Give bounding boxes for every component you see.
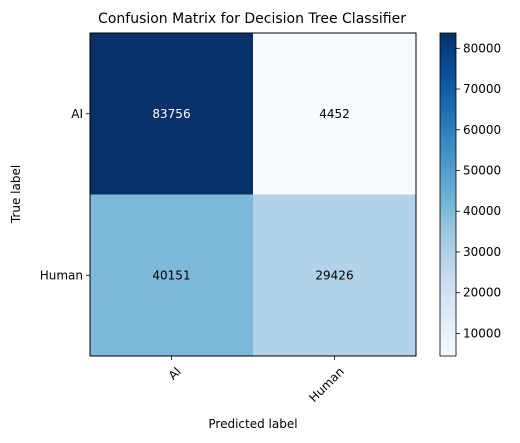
x-axis-ticks: AI Human xyxy=(166,356,347,405)
chart-title: Confusion Matrix for Decision Tree Class… xyxy=(98,11,406,27)
heatmap-cell xyxy=(253,33,416,195)
matrix-cells: 83756 4452 40151 29426 xyxy=(90,33,416,356)
colorbar-tick-label: 10000 xyxy=(463,326,501,340)
y-axis-label: True label xyxy=(9,165,23,224)
plot-frame xyxy=(89,32,417,357)
x-axis-label: Predicted label xyxy=(208,417,297,431)
colorbar-tick-label: 50000 xyxy=(463,163,501,177)
colorbar-ticks: 10000 20000 30000 40000 50000 60000 70000 80000 xyxy=(456,41,501,340)
x-tick-label: AI xyxy=(166,364,184,382)
colorbar-tick-label: 40000 xyxy=(463,204,501,218)
colorbar-tick-label: 20000 xyxy=(463,286,501,300)
colorbar-tick-label: 80000 xyxy=(463,41,501,55)
cell-value-label: 40151 xyxy=(152,268,190,282)
colorbar-tick-label: 70000 xyxy=(463,82,501,96)
colorbar-tick-label: 60000 xyxy=(463,123,501,137)
colorbar-tick-label: 30000 xyxy=(463,245,501,259)
x-tick-label: Human xyxy=(306,364,347,405)
heatmap-cell xyxy=(253,194,416,356)
y-tick-label: AI xyxy=(71,107,83,121)
y-axis-ticks: AI Human xyxy=(40,107,90,282)
y-tick-label: Human xyxy=(40,268,83,282)
cell-value-label: 83756 xyxy=(152,107,190,121)
colorbar xyxy=(439,32,457,357)
cell-value-label: 4452 xyxy=(319,107,350,121)
heatmap-cell xyxy=(90,194,253,356)
heatmap-cell xyxy=(90,33,253,195)
cell-value-label: 29426 xyxy=(315,268,353,282)
